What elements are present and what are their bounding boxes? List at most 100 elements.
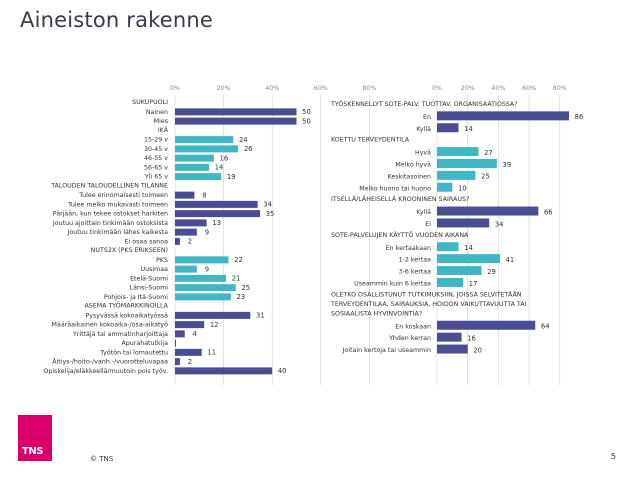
right-tick-label: 80% (553, 85, 567, 92)
right-group-header: KOETTU TERVEYDENTILA (331, 137, 410, 144)
left-bar (175, 173, 222, 181)
left-category-label: Pärjään, kun tekee ostokset harkiten (53, 211, 168, 218)
left-data-label: 13 (212, 219, 221, 227)
left-data-label: 23 (237, 293, 246, 301)
left-category-label: Tulee melko mukavasti toimeen (67, 201, 168, 208)
right-data-label: 17 (469, 280, 478, 288)
right-data-label: 14 (464, 125, 473, 133)
left-tick-label: 0% (170, 85, 180, 92)
right-data-label: 64 (541, 323, 550, 331)
left-bar (175, 228, 197, 236)
left-data-label: 22 (234, 256, 243, 264)
left-category-label: Tulee erinomaisesti toimeen (78, 192, 168, 199)
left-bar (175, 348, 202, 356)
left-data-label: 11 (207, 349, 216, 357)
left-bar (175, 200, 258, 208)
right-category-label: Melko huono tai huono (359, 185, 431, 192)
right-bar (437, 254, 500, 264)
left-data-label: 40 (278, 367, 287, 375)
left-bar (175, 311, 251, 319)
left-group-header: IKÄ (158, 125, 169, 134)
right-category-label: En koskaan (395, 323, 431, 330)
right-bar (437, 123, 459, 133)
right-category-label: 1-2 kertaa (399, 257, 431, 264)
left-tick-label: 80% (362, 85, 376, 92)
right-bar (437, 147, 479, 157)
logo-text: TNS (22, 446, 43, 457)
left-category-label: Etelä-Suomi (130, 275, 168, 282)
left-category-label: Nainen (146, 109, 168, 116)
left-data-label: 2 (188, 358, 192, 366)
right-tick-label: 60% (522, 85, 536, 92)
left-group-header: ASEMA TYÖMARKKINOILLA (84, 301, 168, 310)
left-bar (175, 163, 210, 171)
left-tick-label: 20% (217, 85, 231, 92)
left-data-label: 26 (244, 145, 253, 153)
right-group-header: TERVEYDENTILAA, SAIRAUKSIA, HOIDON VAIKU… (330, 301, 527, 308)
left-data-label: 21 (232, 275, 241, 283)
right-bar (437, 320, 536, 330)
left-category-label: Määräaikainen kokoaika-/osa-aikatyö (52, 322, 169, 329)
left-category-label: Äitiys-/hoito-/vanh.-/vuorotteluvapaa (52, 357, 168, 366)
right-data-label: 29 (487, 268, 496, 276)
left-data-label: 50 (302, 108, 311, 116)
right-data-label: 20 (473, 346, 482, 354)
left-bar (175, 284, 236, 292)
left-category-label: Työtön tai lomautettu (99, 349, 168, 356)
right-category-label: 3-6 kertaa (399, 269, 431, 276)
left-bar (175, 330, 185, 338)
right-data-label: 14 (464, 244, 473, 252)
left-group-header: TALOUDEN TALOUDELLINEN TILANNE (50, 182, 168, 189)
left-category-label: Länsi-Suomi (130, 285, 169, 292)
left-bar (175, 145, 239, 153)
right-bar (437, 182, 453, 192)
left-category-label: Mies (154, 118, 168, 125)
right-bar (437, 266, 482, 276)
copyright-text: © TNS (90, 455, 114, 463)
left-data-label: 4 (193, 330, 197, 338)
right-data-label: 86 (575, 113, 584, 121)
left-category-label: 56-65 v (144, 164, 168, 171)
right-data-label: 25 (481, 173, 490, 181)
right-bar (437, 242, 459, 252)
left-category-label: Pohjois- ja Itä-Suomi (104, 294, 168, 301)
left-data-label: 2 (188, 238, 192, 246)
right-data-label: 10 (458, 185, 467, 193)
left-tick-label: 40% (265, 85, 279, 92)
right-tick-label: 20% (461, 85, 475, 92)
right-category-label: Keskitasoinen (388, 173, 431, 180)
left-category-label: Ei osaa sanoa (125, 238, 169, 245)
left-category-label: Uusimaa (141, 266, 169, 273)
right-bar (437, 344, 468, 354)
left-bar (175, 265, 197, 273)
right-group-header: SOSIAALISTA HYVINVOINTIA? (331, 310, 422, 317)
right-group-header: TYÖSKENNELLYT SOTE-PALV. TUOTTAV. ORGANI… (330, 99, 518, 108)
left-bar (175, 117, 297, 125)
right-category-label: Useammin kuin 6 kertaa (354, 280, 431, 287)
left-category-label: PKS (156, 257, 168, 264)
left-category-label: 15-29 v (144, 137, 168, 144)
left-bar (175, 210, 261, 218)
left-data-label: 14 (215, 164, 224, 172)
left-data-label: 25 (241, 284, 250, 292)
left-category-label: Pysyvässä kokoaikatyössä (85, 312, 168, 319)
left-bar (175, 339, 176, 347)
left-tick-label: 60% (314, 85, 328, 92)
right-bar (437, 332, 462, 342)
right-data-label: 41 (506, 256, 515, 264)
left-data-label: 9 (205, 228, 209, 236)
left-bar (175, 219, 207, 227)
right-tick-label: 0% (432, 85, 442, 92)
left-data-label: 24 (239, 136, 248, 144)
right-bar (437, 206, 539, 216)
right-category-label: Kyllä (416, 209, 431, 216)
left-category-label: Joutuu ajoittain tinkimään ostoksista (52, 220, 168, 227)
left-data-label: 9 (205, 265, 209, 273)
right-group-header: SOTE-PALVELUJEN KÄYTTÖ VUODEN AIKANA (331, 230, 469, 239)
left-category-label: 30-45 v (144, 146, 168, 153)
left-group-header: NUTS2X (PKS ERIKSEEN) (91, 247, 168, 254)
left-bar (175, 191, 195, 199)
right-bar (437, 111, 570, 121)
left-data-label: 16 (220, 154, 229, 162)
